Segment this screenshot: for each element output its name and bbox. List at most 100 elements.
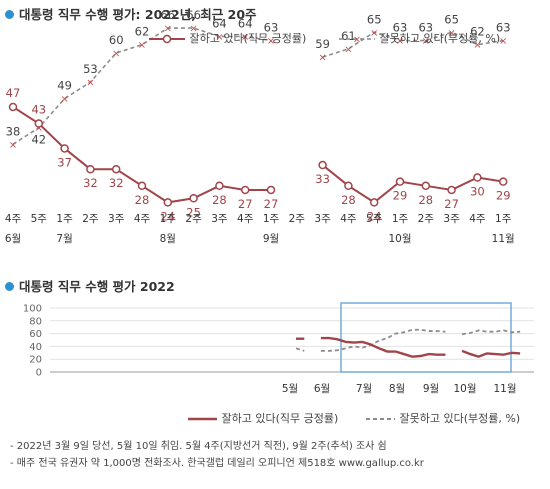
disapprove-data-label: 63 (496, 21, 511, 35)
approve-data-label: 24 (160, 209, 175, 223)
disapprove-line (461, 329, 521, 336)
y-tick-label: 60 (29, 329, 42, 340)
disapprove-point: × (422, 36, 430, 47)
disapprove-point: × (318, 53, 326, 64)
approve-point (86, 164, 95, 174)
approve-point (421, 181, 431, 191)
approve-point (447, 185, 456, 195)
approve-data-label: 27 (238, 197, 253, 211)
approve-point (137, 181, 147, 191)
footnote-line: - 2022년 3월 9일 당선, 5월 10일 취임. 5월 4주(지방선거 … (10, 441, 387, 452)
legend-approve: 잘하고 있다(직무 긍정률) (148, 30, 306, 46)
approve-data-label: 47 (6, 86, 21, 100)
x-tick-label: 4주 (5, 213, 22, 225)
disapprove-data-label: 64 (238, 16, 253, 30)
month-label: 11월 (492, 233, 515, 245)
disapprove-data-label: 42 (31, 133, 46, 147)
approve-data-label: 24 (367, 209, 382, 223)
x-tick-label: 3주 (211, 213, 228, 225)
approve-data-label: 25 (186, 205, 201, 219)
main-line-chart: ×38 ×42×49 ×53×60 ×62 ×66×66×64×64×63×59 ×61 ×… (5, 8, 515, 245)
disapprove-point: × (344, 44, 352, 55)
chart-title: 대통령 직무 수행 평가: 2022년, 최근 20주 (5, 4, 257, 23)
disapprove-line (295, 347, 305, 352)
y-tick-label: 20 (29, 355, 42, 366)
mini-legend-approve: 잘하고 있다(직무 긍정률) (188, 410, 338, 426)
disapprove-data-label: 63 (264, 21, 279, 35)
x-tick-label: 4주 (469, 213, 486, 225)
disapprove-data-label: 38 (6, 124, 21, 138)
approve-point (498, 177, 508, 186)
x-tick-label: 9월 (423, 383, 439, 395)
x-tick-label: 3주 (443, 213, 460, 225)
month-label: 9월 (263, 233, 279, 245)
x-tick-label: 7월 (356, 383, 372, 395)
approve-point (344, 181, 353, 191)
disapprove-data-label: 61 (341, 29, 356, 43)
legend-disapprove-label: 잘못하고 있다(부정률, %) (379, 32, 501, 45)
disapprove-data-label: 64 (212, 16, 227, 30)
x-tick-label: 1주 (392, 213, 409, 225)
disapprove-point: × (215, 32, 223, 43)
recent-20-weeks-highlight (340, 302, 512, 373)
approve-line (320, 336, 446, 358)
y-tick-label: 40 (29, 342, 42, 353)
x-tick-label: 3주 (314, 213, 331, 225)
disapprove-point: × (35, 123, 43, 134)
x-tick-label: 11월 (493, 383, 516, 395)
approve-point (34, 119, 44, 128)
x-tick-label: 5주 (366, 213, 383, 225)
approve-point (318, 160, 327, 170)
legend-approve-label: 잘하고 있다(직무 긍정률) (189, 32, 307, 45)
disapprove-data-label: 53 (83, 62, 98, 76)
disapprove-data-label: 65 (367, 12, 382, 26)
y-tick-label: 100 (23, 304, 42, 315)
x-tick-label: 2주 (82, 213, 99, 225)
x-tick-label: 8월 (389, 383, 405, 395)
approve-data-label: 28 (135, 193, 150, 207)
approve-data-label: 29 (393, 189, 408, 203)
disapprove-data-label: 63 (393, 21, 408, 35)
approve-data-label: 33 (315, 172, 330, 186)
approve-data-label: 27 (264, 197, 279, 211)
disapprove-point: × (447, 28, 455, 39)
x-tick-label: 4주 (340, 213, 357, 225)
disapprove-line (12, 27, 272, 145)
x-tick-label: 10월 (453, 383, 476, 395)
month-label: 10월 (388, 233, 411, 245)
approve-point (266, 185, 276, 195)
x-tick-label: 2주 (418, 213, 435, 225)
footnotes: - 2022년 3월 9일 당선, 5월 10일 취임. 5월 4주(지방선거 … (10, 438, 424, 472)
bullet-dot-icon (5, 10, 14, 19)
bullet-dot-icon (5, 282, 14, 291)
approve-data-label: 27 (444, 197, 459, 211)
approve-point (395, 177, 405, 186)
approve-data-label: 37 (57, 155, 72, 169)
x-tick-label: 1주 (495, 213, 512, 225)
disapprove-point: × (241, 32, 249, 43)
approve-point (369, 198, 379, 207)
disapprove-data-label: 65 (444, 12, 459, 26)
disapprove-data-label: 62 (470, 25, 485, 39)
approve-data-label: 29 (496, 189, 511, 203)
approve-data-label: 28 (418, 193, 433, 207)
disapprove-point: × (164, 24, 172, 35)
approve-data-label: 43 (31, 103, 46, 117)
disapprove-data-label: 62 (135, 25, 150, 39)
approve-point (240, 185, 250, 195)
legend-approve-swatch (149, 34, 185, 44)
disapprove-point: × (9, 140, 17, 151)
disapprove-point: × (189, 24, 197, 35)
x-tick-label: 6월 (314, 383, 330, 395)
approve-data-label: 28 (341, 193, 356, 207)
disapprove-point: × (60, 94, 68, 105)
disapprove-line (320, 328, 446, 352)
month-label: 7월 (56, 233, 72, 245)
mini-chart-title-text: 대통령 직무 수행 평가 2022 (19, 279, 175, 294)
x-tick-label: 5월 (282, 383, 298, 395)
x-tick-label: 5주 (31, 213, 48, 225)
x-tick-label: 2주 (289, 213, 306, 225)
approve-data-label: 32 (83, 176, 98, 190)
disapprove-point: × (267, 36, 275, 47)
